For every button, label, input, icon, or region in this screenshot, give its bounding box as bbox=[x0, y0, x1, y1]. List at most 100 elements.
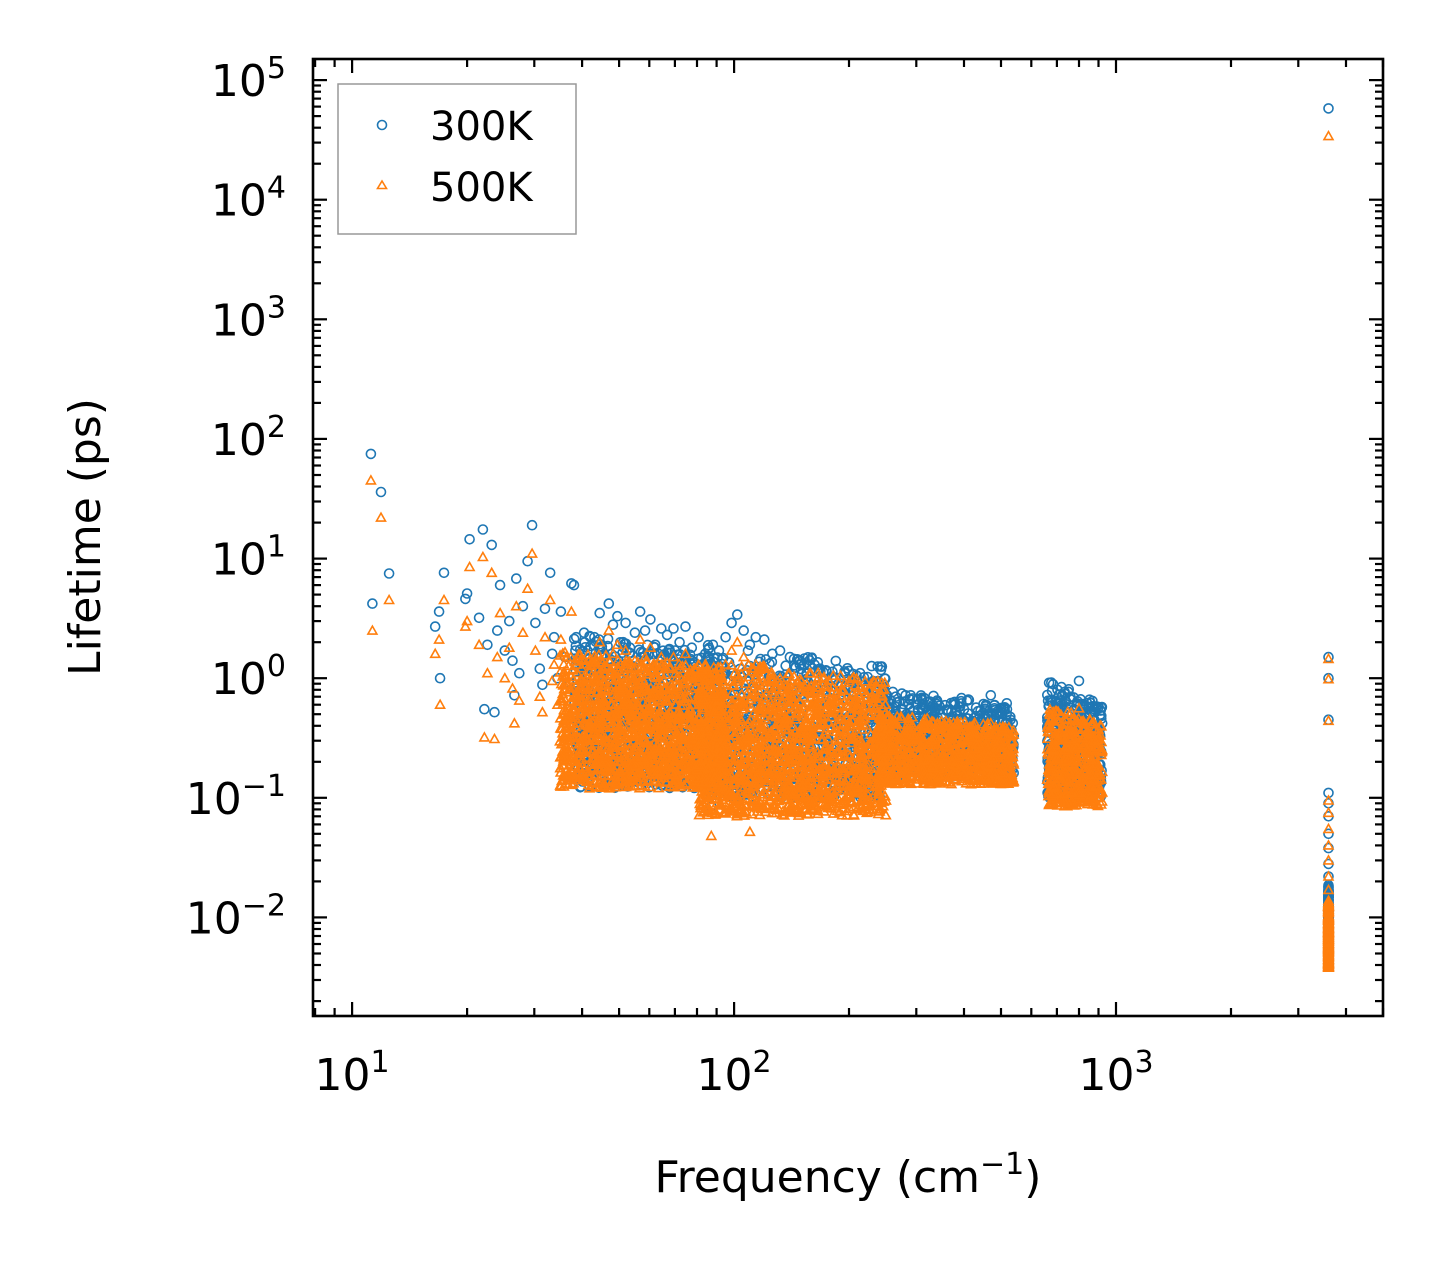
series-500k-cluster-5-point bbox=[630, 741, 642, 752]
series-500k-cluster-5-point bbox=[657, 751, 670, 763]
series-300k-cluster-1-point bbox=[806, 652, 817, 664]
series-500k-markers bbox=[365, 129, 1335, 973]
series-500k-cluster-5-point bbox=[554, 666, 566, 677]
series-500k-cluster-5-point bbox=[671, 706, 684, 717]
series-500k-cluster-5-point bbox=[623, 771, 636, 782]
series-500k-cluster-5-point bbox=[590, 734, 603, 746]
series-300k-cluster-2-point bbox=[904, 693, 916, 705]
series-500k-cluster-5-point bbox=[660, 715, 673, 727]
series-300k-point-108 bbox=[1323, 651, 1334, 663]
series-300k-cluster-3-point bbox=[1063, 686, 1074, 698]
series-500k-cluster-5-point bbox=[610, 732, 623, 743]
series-500k-cluster-5-point bbox=[646, 689, 659, 701]
series-300k-cluster-1-point bbox=[742, 645, 754, 657]
series-500k-cluster-5-point bbox=[567, 705, 579, 716]
series-300k-point-24 bbox=[513, 667, 525, 679]
series-300k-cluster-1-point bbox=[866, 660, 877, 672]
series-300k-cluster-2-point bbox=[1001, 703, 1013, 715]
series-500k-cluster-5-point bbox=[638, 761, 651, 773]
series-500k-cluster-5-point bbox=[670, 754, 682, 766]
series-500k-cluster-5-point bbox=[601, 760, 614, 772]
series-500k-cluster-5-point bbox=[626, 715, 639, 726]
series-500k-cluster-5-point bbox=[659, 758, 671, 770]
series-300k-point-1 bbox=[367, 598, 378, 609]
series-500k-cluster-5-point bbox=[576, 693, 589, 705]
series-500k-cluster-5-point bbox=[615, 738, 628, 749]
series-300k-cluster-1-point bbox=[872, 661, 884, 672]
series-300k-point-17 bbox=[491, 625, 503, 636]
series-300k-cluster-2-point bbox=[917, 705, 929, 716]
series-300k-point-64 bbox=[680, 621, 691, 632]
series-500k-cluster-5-point bbox=[665, 760, 678, 772]
series-500k-cluster-5-point bbox=[638, 684, 651, 696]
series-500k-cluster-5-point bbox=[634, 712, 647, 723]
series-500k-cluster-5-point bbox=[656, 703, 669, 714]
series-500k-cluster-5-point bbox=[620, 654, 632, 666]
series-300k-point-55 bbox=[629, 627, 641, 639]
series-300k-cluster-1-point bbox=[780, 660, 792, 672]
series-300k-point-97 bbox=[994, 708, 1005, 720]
series-300k-point-2 bbox=[375, 486, 387, 498]
series-300k-point-90 bbox=[905, 689, 917, 701]
series-500k-cluster-5-point bbox=[625, 726, 638, 737]
series-300k-point-63 bbox=[674, 636, 685, 648]
series-500k-cluster-5-point bbox=[652, 781, 665, 793]
series-500k-cluster-5-point bbox=[572, 716, 584, 728]
series-300k-point-73 bbox=[731, 609, 743, 620]
series-500k-cluster-5-point bbox=[677, 748, 690, 760]
series-500k-cluster-5-point bbox=[565, 694, 578, 706]
series-300k-point-33 bbox=[546, 648, 558, 660]
series-500k-cluster-5-point bbox=[583, 782, 596, 793]
series-300k-point-41 bbox=[570, 631, 582, 643]
series-300k-point-9 bbox=[461, 588, 473, 599]
series-500k-cluster-5-point bbox=[651, 765, 664, 776]
series-500k-cluster-5-point bbox=[600, 649, 612, 660]
series-300k-point-92 bbox=[931, 695, 943, 706]
series-300k-cluster-1-point bbox=[702, 651, 714, 663]
series-300k-point-89 bbox=[890, 691, 902, 703]
series-500k-cluster-5-point bbox=[671, 738, 683, 749]
series-300k-point-28 bbox=[530, 617, 541, 629]
series-500k-cluster-5-point bbox=[562, 719, 575, 731]
series-500k-cluster-5-point bbox=[593, 692, 606, 703]
series-500k-cluster-5-point bbox=[638, 753, 651, 764]
series-500k-cluster-5-point bbox=[637, 673, 649, 685]
series-300k-point-10 bbox=[464, 533, 475, 545]
series-500k-cluster-5-point bbox=[559, 734, 571, 746]
series-500k-cluster-5-point bbox=[643, 745, 655, 756]
series-300k-point-93 bbox=[945, 697, 957, 709]
series-300k-point-12 bbox=[477, 524, 489, 535]
series-500k-cluster-5-point bbox=[612, 739, 625, 751]
series-300k-point-96 bbox=[985, 689, 997, 701]
series-500k-cluster-5-point bbox=[596, 717, 609, 729]
series-500k-cluster-5-point bbox=[568, 731, 580, 743]
series-500k-cluster-5-point bbox=[631, 698, 644, 710]
series-300k-point-71 bbox=[720, 631, 731, 643]
series-300k-point-75 bbox=[744, 639, 756, 651]
series-500k-cluster-5-point bbox=[557, 752, 570, 764]
series-500k-cluster-5-point bbox=[640, 655, 653, 667]
series-300k-cluster-1-point bbox=[875, 664, 887, 676]
series-300k-point-3 bbox=[383, 568, 395, 579]
series-500k-cluster-5-point bbox=[613, 730, 625, 741]
series-300k-point-81 bbox=[793, 655, 805, 667]
series-500k-cluster-5-point bbox=[681, 690, 694, 702]
series-500k-cluster-5-point bbox=[673, 705, 686, 716]
series-500k-cluster-5-point bbox=[676, 730, 688, 742]
series-300k-point-60 bbox=[655, 623, 667, 634]
series-500k-cluster-5-point bbox=[650, 658, 663, 670]
series-500k-cluster-5-point bbox=[597, 662, 609, 673]
series-500k-cluster-5-point bbox=[611, 661, 624, 672]
series-500k-cluster-5-point bbox=[659, 668, 672, 680]
series-300k-point-94 bbox=[958, 703, 970, 715]
series-300k-point-20 bbox=[503, 615, 515, 627]
series-300k-point-76 bbox=[750, 631, 762, 643]
series-300k-point-4 bbox=[429, 621, 441, 632]
series-500k-cluster-5-point bbox=[672, 711, 685, 723]
series-500k-cluster-5-point bbox=[606, 709, 619, 721]
series-500k-cluster-5-point bbox=[618, 776, 631, 787]
series-500k-cluster-5-point bbox=[626, 757, 638, 768]
series-300k-point-31 bbox=[539, 603, 551, 615]
series-300k-cluster-0-point bbox=[584, 630, 595, 642]
series-500k-cluster-5-point bbox=[595, 703, 608, 714]
